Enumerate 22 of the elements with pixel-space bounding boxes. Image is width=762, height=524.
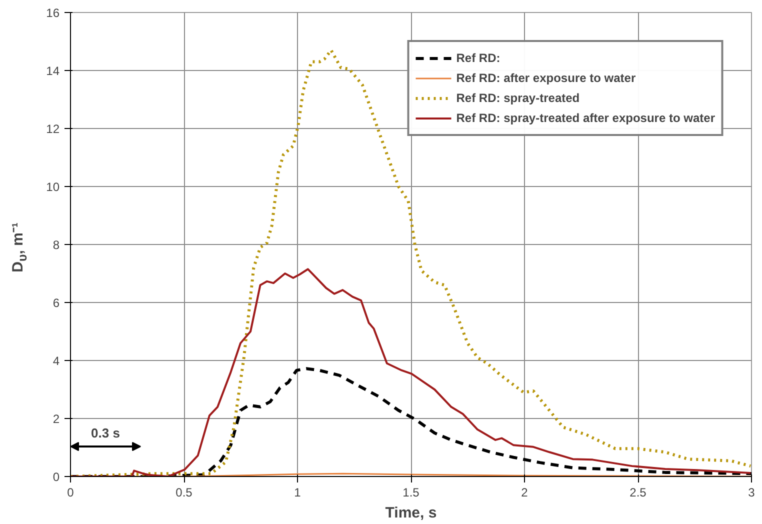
x-tick-label: 2.5 xyxy=(630,486,647,500)
y-tick-label: 10 xyxy=(46,180,60,194)
y-tick-label: 4 xyxy=(52,354,60,368)
annotation: 0.3 s xyxy=(91,426,120,440)
legend-label: Ref RD: spray-treated after exposure to water xyxy=(456,111,715,125)
y-tick-label: 0 xyxy=(52,470,60,484)
x-tick-label: 1 xyxy=(294,486,302,500)
legend-label: Ref RD: after exposure to water xyxy=(456,71,636,85)
x-tick-label: 0.5 xyxy=(176,486,193,500)
legend-label: Ref RD: xyxy=(456,51,500,65)
x-tick-label: 1.5 xyxy=(402,486,420,500)
x-axis-title: Time, s xyxy=(385,504,437,522)
y-tick-label: 6 xyxy=(52,296,60,310)
x-tick-label: 0 xyxy=(67,486,74,500)
x-tick-label: 2 xyxy=(521,486,528,500)
y-tick-label: 2 xyxy=(52,412,60,426)
x-tick-label: 3 xyxy=(748,486,756,500)
y-tick-label: 16 xyxy=(46,6,60,20)
y-tick-label: 8 xyxy=(52,238,60,252)
y-tick-label: 12 xyxy=(46,122,60,136)
y-tick-label: 14 xyxy=(46,64,60,78)
legend-label: Ref RD: spray-treated xyxy=(456,91,580,105)
